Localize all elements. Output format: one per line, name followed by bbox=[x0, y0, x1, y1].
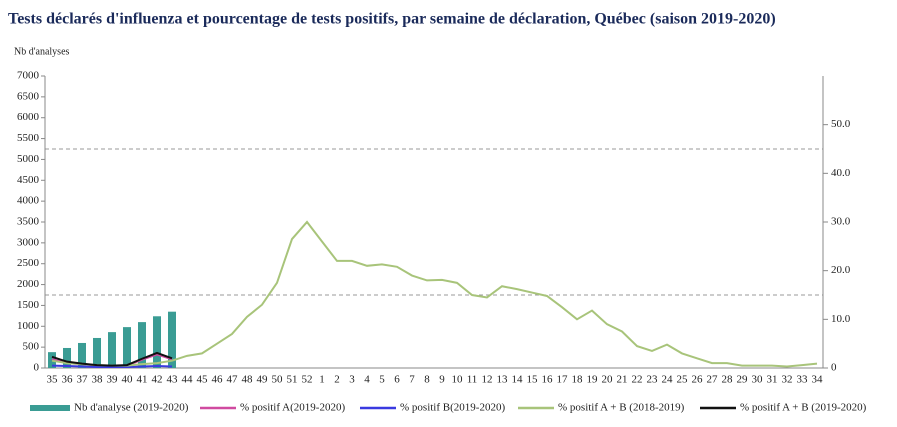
legend-label: % positif A + B (2018-2019) bbox=[558, 402, 685, 414]
x-tick-label: 41 bbox=[137, 374, 148, 386]
x-tick-label: 15 bbox=[527, 374, 539, 386]
y2-tick-label: 40.0 bbox=[831, 167, 851, 179]
x-tick-label: 37 bbox=[77, 374, 89, 386]
line bbox=[51, 351, 173, 367]
x-tick-label: 35 bbox=[47, 374, 59, 386]
x-tick-label: 42 bbox=[152, 374, 163, 386]
y2-tick-label: 30.0 bbox=[831, 216, 851, 228]
x-tick-label: 3 bbox=[349, 374, 355, 386]
x-tick-label: 6 bbox=[394, 374, 400, 386]
x-tick-label: 26 bbox=[692, 374, 704, 386]
x-tick-label: 45 bbox=[197, 374, 209, 386]
x-tick-label: 40 bbox=[122, 374, 134, 386]
x-tick-label: 4 bbox=[364, 374, 370, 386]
x-tick-label: 16 bbox=[542, 374, 554, 386]
x-tick-label: 43 bbox=[167, 374, 179, 386]
bar bbox=[138, 322, 146, 368]
x-tick-label: 1 bbox=[319, 374, 325, 386]
y-tick-label: 6500 bbox=[17, 90, 40, 102]
y2-tick-label: 10.0 bbox=[831, 313, 851, 325]
x-tick-label: 44 bbox=[182, 374, 194, 386]
bar bbox=[153, 316, 161, 368]
bar bbox=[78, 342, 86, 368]
y-tick-label: 4000 bbox=[17, 195, 40, 207]
y2-tick-label: 50.0 bbox=[831, 118, 851, 130]
legend-label: % positif A + B (2019-2020) bbox=[740, 402, 867, 414]
y-tick-label: 1000 bbox=[17, 320, 40, 332]
x-tick-label: 32 bbox=[782, 374, 793, 386]
bar bbox=[168, 311, 176, 368]
y-tick-label: 4500 bbox=[17, 174, 40, 186]
x-tick-label: 30 bbox=[752, 374, 764, 386]
legend-label: % positif A(2019-2020) bbox=[240, 402, 345, 414]
x-tick-label: 12 bbox=[482, 374, 493, 386]
x-tick-label: 52 bbox=[302, 374, 313, 386]
line bbox=[51, 220, 818, 368]
line bbox=[51, 364, 173, 369]
x-tick-label: 46 bbox=[212, 374, 224, 386]
legend-swatch bbox=[30, 405, 70, 411]
x-tick-label: 47 bbox=[227, 374, 239, 386]
x-tick-label: 7 bbox=[409, 374, 415, 386]
legend-label: % positif B(2019-2020) bbox=[400, 402, 505, 414]
x-tick-label: 29 bbox=[737, 374, 749, 386]
x-tick-label: 10 bbox=[452, 374, 464, 386]
bar bbox=[108, 332, 116, 368]
x-tick-label: 5 bbox=[379, 374, 385, 386]
x-tick-label: 19 bbox=[587, 374, 599, 386]
legend-label: Nb d'analyse (2019-2020) bbox=[74, 402, 189, 414]
x-tick-label: 23 bbox=[647, 374, 659, 386]
y2-tick-label: 20.0 bbox=[831, 264, 851, 276]
y-tick-label: 0 bbox=[34, 362, 40, 374]
x-tick-label: 34 bbox=[812, 374, 824, 386]
x-tick-label: 33 bbox=[797, 374, 809, 386]
bar bbox=[93, 337, 101, 368]
x-tick-label: 21 bbox=[617, 374, 628, 386]
x-tick-label: 49 bbox=[257, 374, 269, 386]
x-tick-label: 38 bbox=[92, 374, 104, 386]
x-tick-label: 14 bbox=[512, 374, 524, 386]
x-tick-label: 2 bbox=[334, 374, 340, 386]
x-tick-label: 18 bbox=[572, 374, 584, 386]
x-tick-label: 51 bbox=[287, 374, 298, 386]
bar bbox=[63, 347, 71, 368]
chart-title: Tests déclarés d'influenza et pourcentag… bbox=[8, 11, 776, 28]
x-tick-label: 22 bbox=[632, 374, 643, 386]
y-tick-label: 500 bbox=[23, 341, 40, 353]
y-tick-label: 5500 bbox=[17, 132, 40, 144]
y-tick-label: 1500 bbox=[17, 299, 40, 311]
y-tick-label: 5000 bbox=[17, 153, 40, 165]
y-tick-label: 3500 bbox=[17, 216, 40, 228]
x-tick-label: 25 bbox=[677, 374, 689, 386]
y-tick-label: 6000 bbox=[17, 111, 40, 123]
y-tick-label: 7000 bbox=[17, 70, 40, 82]
x-tick-label: 28 bbox=[722, 374, 734, 386]
y-axis-label: Nb d'analyses bbox=[14, 46, 70, 57]
x-tick-label: 36 bbox=[62, 374, 74, 386]
y-tick-label: 2000 bbox=[17, 278, 40, 290]
x-tick-label: 48 bbox=[242, 374, 254, 386]
x-tick-label: 20 bbox=[602, 374, 614, 386]
x-tick-label: 39 bbox=[107, 374, 119, 386]
y-tick-label: 3000 bbox=[17, 236, 40, 248]
x-tick-label: 27 bbox=[707, 374, 719, 386]
y2-tick-label: 0 bbox=[831, 362, 837, 374]
x-tick-label: 8 bbox=[424, 374, 430, 386]
y-tick-label: 2500 bbox=[17, 257, 40, 269]
x-tick-label: 31 bbox=[767, 374, 778, 386]
x-tick-label: 11 bbox=[467, 374, 478, 386]
x-tick-label: 50 bbox=[272, 374, 284, 386]
x-tick-label: 17 bbox=[557, 374, 569, 386]
x-tick-label: 13 bbox=[497, 374, 509, 386]
x-tick-label: 24 bbox=[662, 374, 674, 386]
bar bbox=[123, 327, 131, 368]
x-tick-label: 9 bbox=[439, 374, 445, 386]
